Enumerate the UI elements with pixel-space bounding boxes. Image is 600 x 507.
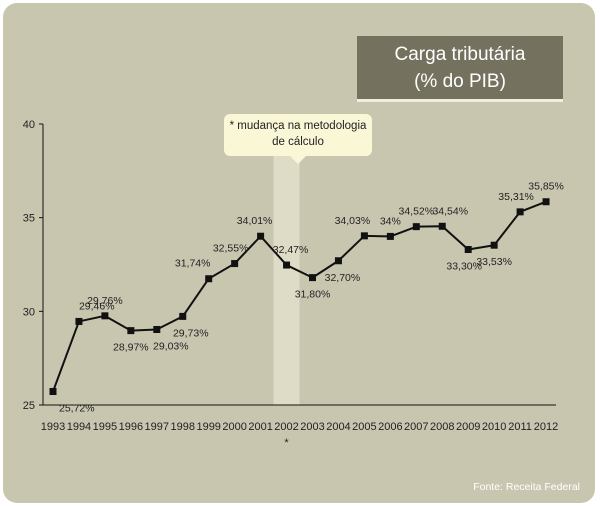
data-label: 34,54% <box>432 205 468 217</box>
data-point <box>283 261 291 269</box>
x-tick-label: 1998 <box>171 421 195 433</box>
data-point <box>334 257 342 265</box>
data-label: 32,70% <box>325 272 361 284</box>
data-point <box>542 198 550 206</box>
x-tick-label: 2000 <box>222 421 246 433</box>
x-tick-label: 2002 <box>274 421 298 433</box>
data-label: 31,80% <box>295 289 331 301</box>
data-label: 29,73% <box>173 327 209 339</box>
x-tick-label: 2010 <box>482 421 506 433</box>
data-point <box>179 312 187 320</box>
data-point <box>75 317 83 325</box>
methodology-annotation: * mudança na metodologia de cálculo <box>224 114 372 164</box>
data-label: 31,74% <box>175 258 211 270</box>
data-label: 35,85% <box>528 181 564 193</box>
data-point <box>464 246 472 254</box>
data-label: 34,52% <box>398 206 434 218</box>
x-tick-label: 1997 <box>145 421 169 433</box>
data-label: 34,03% <box>335 215 371 227</box>
x-tick-label: 2005 <box>352 421 376 433</box>
data-label: 28,97% <box>113 342 149 354</box>
data-label: 34% <box>380 215 401 227</box>
x-tick-label: 2006 <box>378 421 402 433</box>
data-label: 32,47% <box>273 244 309 256</box>
data-point <box>127 327 135 335</box>
data-point <box>386 232 394 240</box>
data-point <box>231 260 239 268</box>
data-point <box>49 388 57 396</box>
y-tick-label: 40 <box>23 119 35 131</box>
annotation-line2: de cálculo <box>272 136 324 148</box>
x-tick-label: 1994 <box>67 421 91 433</box>
data-label: 29,03% <box>153 341 189 353</box>
data-label: 32,55% <box>213 243 249 255</box>
x-tick-label: 2011 <box>508 421 532 433</box>
x-tick-label: 2007 <box>404 421 428 433</box>
data-point <box>412 223 420 231</box>
x-tick-label: 2003 <box>300 421 324 433</box>
x-tick-label: 2009 <box>456 421 480 433</box>
x-tick-label: 1995 <box>93 421 117 433</box>
x-tick-label: 2012 <box>534 421 558 433</box>
y-tick-label: 35 <box>23 213 35 225</box>
data-point <box>438 222 446 230</box>
data-point <box>257 232 265 240</box>
data-point <box>101 312 109 320</box>
data-label: 33,53% <box>476 256 512 268</box>
data-label: 34,01% <box>237 215 273 227</box>
data-label: 29,76% <box>87 295 123 307</box>
data-point <box>516 208 524 216</box>
x-tick-label: 2004 <box>326 421 350 433</box>
highlight-marker: * <box>284 437 289 449</box>
x-tick-label: 2008 <box>430 421 454 433</box>
x-tick-label: 1993 <box>41 421 65 433</box>
data-label: 29,46% <box>79 300 115 312</box>
data-label: 25,72% <box>59 403 95 415</box>
x-tick-label: 1999 <box>196 421 220 433</box>
chart-title-line2: (% do PIB) <box>414 71 506 92</box>
annotation-line1: * mudança na metodologia <box>229 120 367 132</box>
x-tick-label: 2001 <box>248 421 272 433</box>
data-point <box>205 275 213 283</box>
source-note: Fonte: Receita Federal <box>473 481 580 493</box>
series-line <box>52 200 547 392</box>
highlight-band-2002 <box>273 150 300 405</box>
data-point <box>490 241 498 249</box>
y-tick-label: 30 <box>23 306 35 318</box>
data-point <box>309 274 316 282</box>
x-tick-label: 1996 <box>119 421 143 433</box>
data-point <box>153 326 161 334</box>
chart-title-line1: Carga tributária <box>394 44 526 65</box>
y-tick-label: 25 <box>23 400 35 412</box>
chart-title: Carga tributária (% do PIB) <box>357 36 563 102</box>
data-label: 35,31% <box>498 191 534 203</box>
data-label: 33,30% <box>446 261 482 273</box>
data-point <box>360 232 368 240</box>
